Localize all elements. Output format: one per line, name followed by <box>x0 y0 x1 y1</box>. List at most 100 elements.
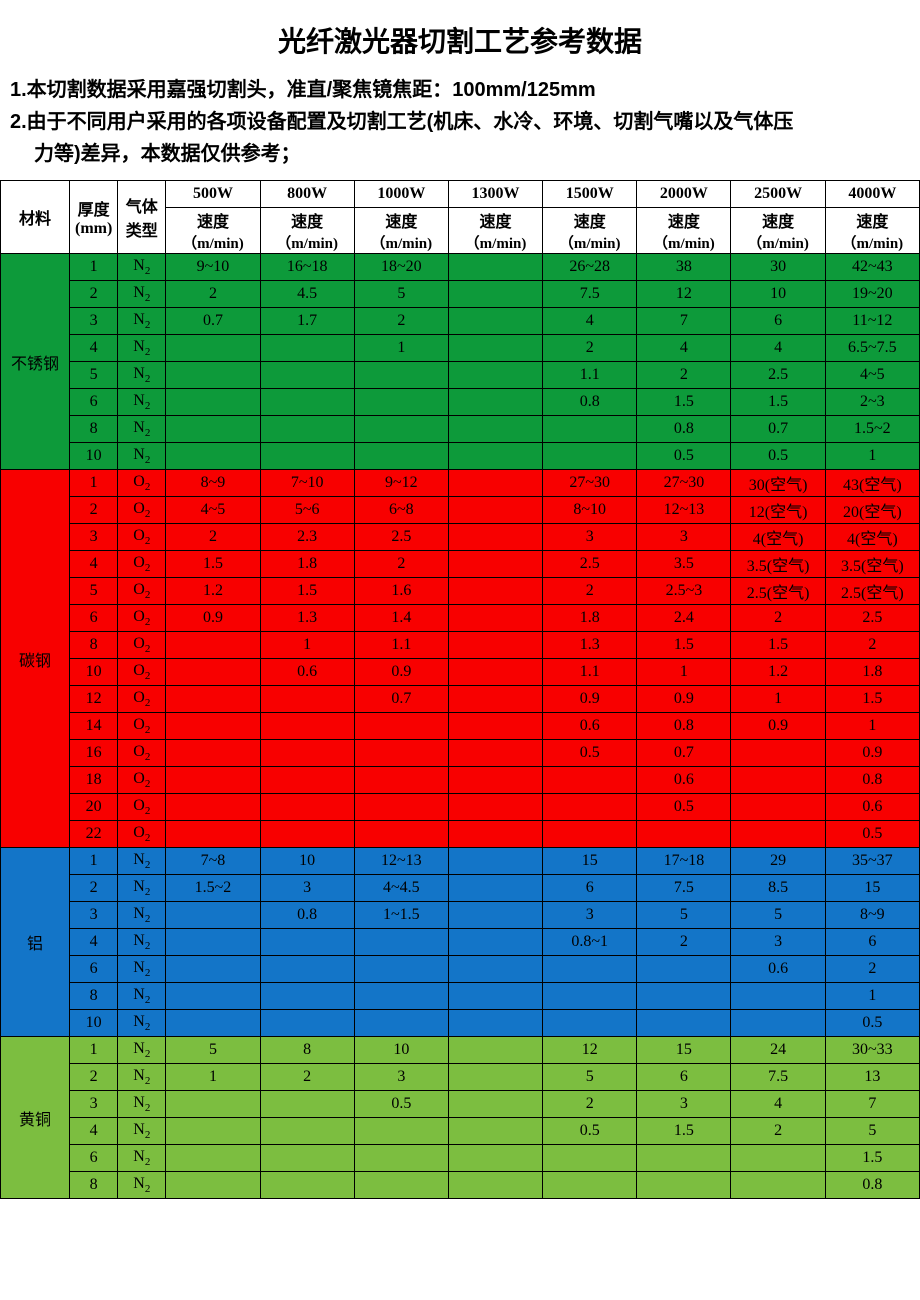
value-cell: 6 <box>543 875 637 902</box>
value-cell: 5 <box>825 1118 919 1145</box>
value-cell: 5 <box>731 902 825 929</box>
value-cell <box>731 983 825 1010</box>
value-cell: 4~5 <box>825 362 919 389</box>
value-cell: 6 <box>825 929 919 956</box>
value-cell: 0.5 <box>825 1010 919 1037</box>
value-cell: 4~5 <box>166 497 260 524</box>
gas-cell: O2 <box>118 578 166 605</box>
value-cell: 3 <box>637 1091 731 1118</box>
thickness-cell: 10 <box>70 659 118 686</box>
value-cell: 12~13 <box>354 848 448 875</box>
value-cell <box>448 308 542 335</box>
value-cell: 6 <box>637 1064 731 1091</box>
gas-cell: N2 <box>118 875 166 902</box>
value-cell <box>448 1145 542 1172</box>
value-cell <box>166 443 260 470</box>
table-row: 5N21.122.54~5 <box>1 362 920 389</box>
value-cell: 9~10 <box>166 254 260 281</box>
value-cell: 1~1.5 <box>354 902 448 929</box>
value-cell: 2 <box>166 281 260 308</box>
value-cell <box>166 902 260 929</box>
value-cell: 0.6 <box>825 794 919 821</box>
value-cell: 1 <box>825 983 919 1010</box>
hdr-speed-7: 速度（m/min) <box>825 208 919 254</box>
value-cell: 20(空气) <box>825 497 919 524</box>
value-cell: 1.1 <box>354 632 448 659</box>
page-title: 光纤激光器切割工艺参考数据 <box>0 20 920 60</box>
table-row: 10N20.50.51 <box>1 443 920 470</box>
value-cell <box>166 1145 260 1172</box>
table-head: 材料厚度(mm)气体类型500W800W1000W1300W1500W2000W… <box>1 181 920 254</box>
value-cell <box>448 443 542 470</box>
value-cell: 30~33 <box>825 1037 919 1064</box>
gas-cell: N2 <box>118 929 166 956</box>
value-cell: 0.8 <box>637 713 731 740</box>
value-cell <box>448 605 542 632</box>
value-cell <box>166 956 260 983</box>
gas-cell: N2 <box>118 281 166 308</box>
value-cell: 2 <box>260 1064 354 1091</box>
thickness-cell: 4 <box>70 1118 118 1145</box>
gas-cell: N2 <box>118 1037 166 1064</box>
value-cell <box>354 1118 448 1145</box>
value-cell: 5~6 <box>260 497 354 524</box>
value-cell: 4(空气) <box>825 524 919 551</box>
value-cell: 3.5(空气) <box>731 551 825 578</box>
value-cell <box>448 1064 542 1091</box>
value-cell <box>260 686 354 713</box>
value-cell: 5 <box>637 902 731 929</box>
value-cell: 1.5 <box>637 632 731 659</box>
thickness-cell: 3 <box>70 1091 118 1118</box>
hdr-power-2: 1000W <box>354 181 448 208</box>
value-cell: 13 <box>825 1064 919 1091</box>
material-cell: 不锈钢 <box>1 254 70 470</box>
thickness-cell: 1 <box>70 470 118 497</box>
thickness-cell: 8 <box>70 632 118 659</box>
value-cell: 7.5 <box>543 281 637 308</box>
gas-cell: O2 <box>118 524 166 551</box>
value-cell <box>731 794 825 821</box>
value-cell <box>448 335 542 362</box>
value-cell <box>166 686 260 713</box>
value-cell <box>166 1118 260 1145</box>
table-row: 6N20.62 <box>1 956 920 983</box>
value-cell: 0.7 <box>731 416 825 443</box>
thickness-cell: 5 <box>70 578 118 605</box>
value-cell <box>354 713 448 740</box>
value-cell <box>354 821 448 848</box>
table-row: 铝1N27~81012~131517~182935~37 <box>1 848 920 875</box>
cutting-data-table: 材料厚度(mm)气体类型500W800W1000W1300W1500W2000W… <box>0 180 920 1199</box>
value-cell: 4 <box>543 308 637 335</box>
gas-cell: O2 <box>118 713 166 740</box>
table-row: 16O20.50.70.9 <box>1 740 920 767</box>
value-cell: 2 <box>354 308 448 335</box>
value-cell <box>354 956 448 983</box>
value-cell <box>448 1037 542 1064</box>
hdr-speed-5: 速度（m/min) <box>637 208 731 254</box>
value-cell <box>260 1145 354 1172</box>
gas-cell: N2 <box>118 902 166 929</box>
table-row: 4N20.51.525 <box>1 1118 920 1145</box>
hdr-power-5: 2000W <box>637 181 731 208</box>
value-cell: 30 <box>731 254 825 281</box>
value-cell: 30(空气) <box>731 470 825 497</box>
value-cell <box>260 740 354 767</box>
value-cell: 0.9 <box>543 686 637 713</box>
value-cell: 3 <box>731 929 825 956</box>
value-cell: 0.5 <box>543 740 637 767</box>
gas-cell: O2 <box>118 794 166 821</box>
value-cell: 8 <box>260 1037 354 1064</box>
value-cell <box>543 1172 637 1199</box>
value-cell: 1.1 <box>543 362 637 389</box>
value-cell: 42~43 <box>825 254 919 281</box>
table-row: 22O20.5 <box>1 821 920 848</box>
value-cell <box>166 740 260 767</box>
value-cell <box>448 1118 542 1145</box>
gas-cell: N2 <box>118 335 166 362</box>
table-row: 8O211.11.31.51.52 <box>1 632 920 659</box>
value-cell <box>448 281 542 308</box>
value-cell: 1.8 <box>260 551 354 578</box>
value-cell: 1.5 <box>731 389 825 416</box>
value-cell <box>448 551 542 578</box>
value-cell: 0.5 <box>825 821 919 848</box>
